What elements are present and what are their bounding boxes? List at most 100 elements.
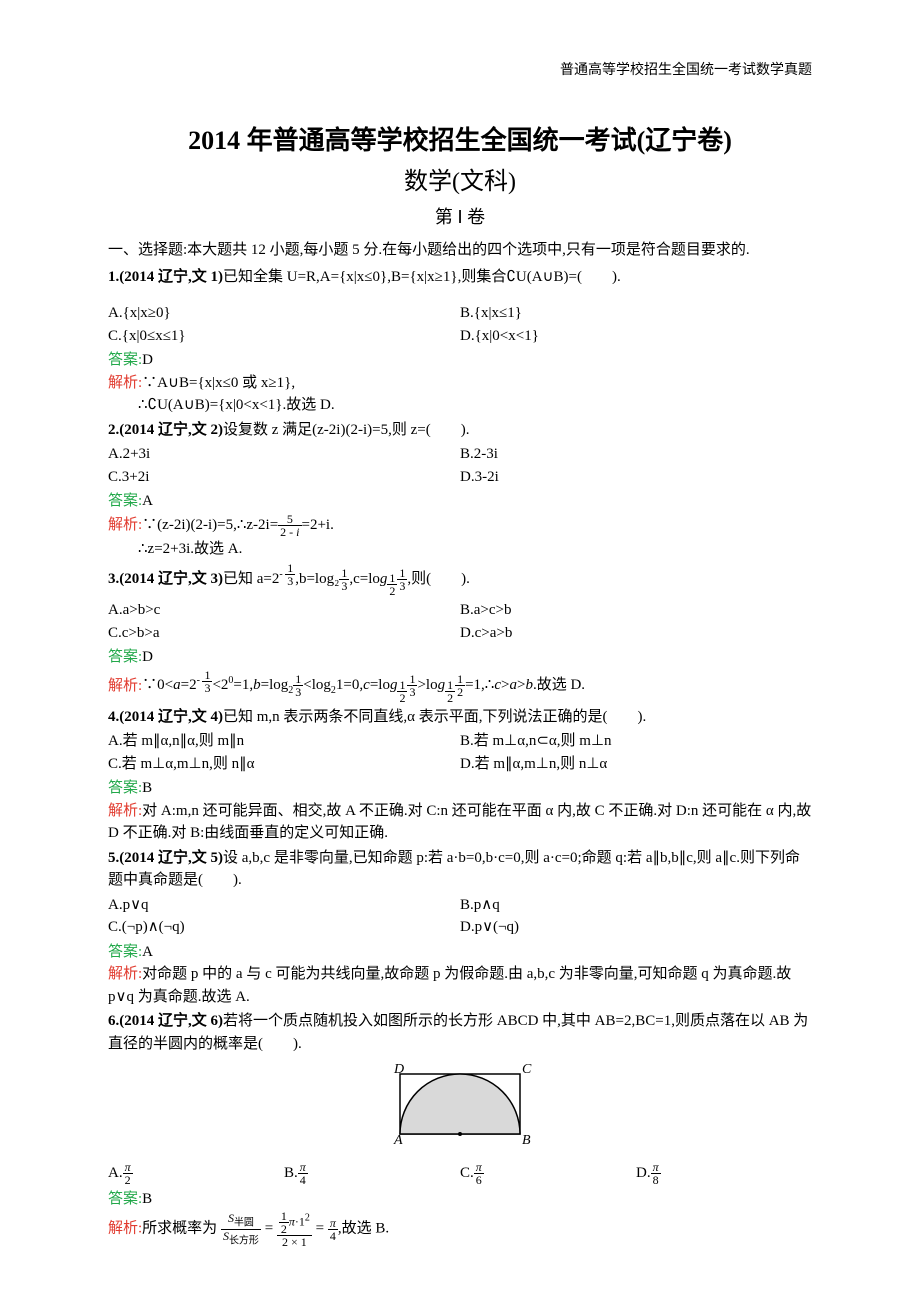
q4-optA: A.若 m∥α,n∥α,则 m∥n xyxy=(108,730,460,753)
q3-stem-b: ,b=log₂ xyxy=(295,571,339,587)
q3-tag: 3.(2014 辽宁,文 3) xyxy=(108,571,223,587)
question-2: 2.(2014 辽宁,文 2)设复数 z 满足(z-2i)(2-i)=5,则 z… xyxy=(108,419,812,442)
q5-options: A.p∨q B.p∧q C.(¬p)∧(¬q) D.p∨(¬q) xyxy=(108,894,812,939)
svg-text:A: A xyxy=(393,1133,403,1148)
explain-label: 解析: xyxy=(108,803,142,819)
q4-exp: 对 A:m,n 还可能异面、相交,故 A 不正确.对 C:n 还可能在平面 α … xyxy=(108,803,811,842)
q6-optC: C.π6 xyxy=(460,1161,636,1186)
q6-figure: A B C D xyxy=(108,1059,812,1157)
q1-answer: 答案:D xyxy=(108,349,812,372)
q3-optB: B.a>c>b xyxy=(460,599,812,622)
q1-tag: 1.(2014 辽宁,文 1) xyxy=(108,269,223,285)
q3-optC: C.c>b>a xyxy=(108,622,460,645)
q6-optA: A.π2 xyxy=(108,1161,284,1186)
q1-explain: 解析:∵A∪B={x|x≤0 或 x≥1}, xyxy=(108,372,812,395)
q1-stem: 已知全集 U=R,A={x|x≤0},B={x|x≥1},则集合∁U(A∪B)=… xyxy=(223,269,621,285)
question-3: 3.(2014 辽宁,文 3)已知 a=2- 13,b=log₂13,c=log… xyxy=(108,562,812,597)
frac-area-ratio: S半圆S长方形 xyxy=(221,1212,261,1246)
q1-optB: B.{x|x≤1} xyxy=(460,302,812,325)
explain-label: 解析: xyxy=(108,1220,142,1236)
q6-options: A.π2 B.π4 C.π6 D.π8 xyxy=(108,1161,812,1186)
q3-stem-d: ,则( ). xyxy=(407,571,470,587)
frac-13b: 13 xyxy=(397,567,407,592)
question-1: 1.(2014 辽宁,文 1)已知全集 U=R,A={x|x≤0},B={x|x… xyxy=(108,266,812,289)
q5-answer: 答案:A xyxy=(108,941,812,964)
q3-explain: 解析:∵0<a=2- 13<20=1,b=log213<log21=0,c=lo… xyxy=(108,669,812,704)
q6-explain: 解析:所求概率为 S半圆S长方形 = 12π·122 × 1 = π4,故选 B… xyxy=(108,1210,812,1248)
answer-label: 答案: xyxy=(108,493,142,509)
q2-stem: 设复数 z 满足(z-2i)(2-i)=5,则 z=( ). xyxy=(223,422,469,438)
q4-optB: B.若 m⊥α,n⊂α,则 m⊥n xyxy=(460,730,812,753)
q5-optB: B.p∧q xyxy=(460,894,812,917)
frac-calc: 12π·122 × 1 xyxy=(277,1210,312,1248)
q5-optD: D.p∨(¬q) xyxy=(460,916,812,939)
q1-options: A.{x|x≥0} B.{x|x≤1} C.{x|0≤x≤1} D.{x|0<x… xyxy=(108,302,812,347)
question-6: 6.(2014 辽宁,文 6)若将一个质点随机投入如图所示的长方形 ABCD 中… xyxy=(108,1010,812,1055)
q3-answer: 答案:D xyxy=(108,646,812,669)
q3-optD: D.c>a>b xyxy=(460,622,812,645)
q3-ans-val: D xyxy=(142,649,153,665)
q3-stem-a: 已知 a=2 xyxy=(223,571,279,587)
page-header: 普通高等学校招生全国统一考试数学真题 xyxy=(108,60,812,81)
frac-5-2mi: 52 - i xyxy=(278,513,301,538)
answer-label: 答案: xyxy=(108,352,142,368)
section-intro: 一、选择题:本大题共 12 小题,每小题 5 分.在每小题给出的四个选项中,只有… xyxy=(108,239,812,262)
title-sub: 数学(文科) xyxy=(108,164,812,200)
svg-text:D: D xyxy=(393,1062,404,1077)
q4-tag: 4.(2014 辽宁,文 4) xyxy=(108,709,223,725)
exp-neg13: - 13 xyxy=(279,569,295,580)
q4-ans-val: B xyxy=(142,780,152,796)
q6-optB: B.π4 xyxy=(284,1161,460,1186)
answer-label: 答案: xyxy=(108,944,142,960)
q6-exp-b: ,故选 B. xyxy=(338,1220,389,1236)
q1-exp2: ∴∁U(A∪B)={x|0<x<1}.故选 D. xyxy=(108,394,812,417)
q2-optB: B.2-3i xyxy=(460,443,812,466)
frac-pi4: π4 xyxy=(328,1217,338,1242)
explain-label: 解析: xyxy=(108,966,142,982)
q5-tag: 5.(2014 辽宁,文 5) xyxy=(108,850,223,866)
answer-label: 答案: xyxy=(108,649,142,665)
q6-exp-a: 所求概率为 xyxy=(142,1220,217,1236)
svg-text:C: C xyxy=(522,1062,532,1077)
q5-optC: C.(¬p)∧(¬q) xyxy=(108,916,460,939)
semicircle-diagram: A B C D xyxy=(380,1059,540,1149)
q1-optD: D.{x|0<x<1} xyxy=(460,325,812,348)
q3-optA: A.a>b>c xyxy=(108,599,460,622)
q3-exp-text: ∵0<a=2- 13<20=1,b=log213<log21=0,c=log12… xyxy=(142,677,585,693)
explain-label: 解析: xyxy=(108,677,142,693)
q4-answer: 答案:B xyxy=(108,777,812,800)
q1-optA: A.{x|x≥0} xyxy=(108,302,460,325)
q2-exp2: ∴z=2+3i.故选 A. xyxy=(108,538,812,561)
q6-ans-val: B xyxy=(142,1191,152,1207)
volume-label: 第 Ⅰ 卷 xyxy=(108,204,812,231)
q2-options: A.2+3i B.2-3i C.3+2i D.3-2i xyxy=(108,443,812,488)
explain-label: 解析: xyxy=(108,375,142,391)
q6-answer: 答案:B xyxy=(108,1188,812,1211)
question-5: 5.(2014 辽宁,文 5)设 a,b,c 是非零向量,已知命题 p:若 a·… xyxy=(108,847,812,892)
q4-explain: 解析:对 A:m,n 还可能异面、相交,故 A 不正确.对 C:n 还可能在平面… xyxy=(108,800,812,845)
q5-optA: A.p∨q xyxy=(108,894,460,917)
q5-explain: 解析:对命题 p 中的 a 与 c 可能为共线向量,故命题 p 为假命题.由 a… xyxy=(108,963,812,1008)
q2-optC: C.3+2i xyxy=(108,466,460,489)
q6-tag: 6.(2014 辽宁,文 6) xyxy=(108,1013,223,1029)
q5-exp: 对命题 p 中的 a 与 c 可能为共线向量,故命题 p 为假命题.由 a,b,… xyxy=(108,966,791,1005)
q2-exp1b: =2+i. xyxy=(302,516,334,532)
q2-optA: A.2+3i xyxy=(108,443,460,466)
q3-stem-c: ,c=lo xyxy=(349,571,380,587)
q4-options: A.若 m∥α,n∥α,则 m∥n B.若 m⊥α,n⊂α,则 m⊥n C.若 … xyxy=(108,730,812,775)
title-main: 2014 年普通高等学校招生全国统一考试(辽宁卷) xyxy=(108,121,812,160)
q2-exp1a: ∵(z-2i)(2-i)=5,∴z-2i= xyxy=(142,516,278,532)
q2-answer: 答案:A xyxy=(108,490,812,513)
q1-optC: C.{x|0≤x≤1} xyxy=(108,325,460,348)
q4-stem: 已知 m,n 表示两条不同直线,α 表示平面,下列说法正确的是( ). xyxy=(223,709,646,725)
q1-exp1: ∵A∪B={x|x≤0 或 x≥1}, xyxy=(142,375,295,391)
q3-options: A.a>b>c B.a>c>b C.c>b>a D.c>a>b xyxy=(108,599,812,644)
question-4: 4.(2014 辽宁,文 4)已知 m,n 表示两条不同直线,α 表示平面,下列… xyxy=(108,706,812,729)
svg-text:B: B xyxy=(522,1133,531,1148)
explain-label: 解析: xyxy=(108,516,142,532)
q4-optC: C.若 m⊥α,m⊥n,则 n∥α xyxy=(108,753,460,776)
q2-tag: 2.(2014 辽宁,文 2) xyxy=(108,422,223,438)
q2-ans-val: A xyxy=(142,493,153,509)
q6-optD: D.π8 xyxy=(636,1161,812,1186)
frac-13: 13 xyxy=(339,567,349,592)
